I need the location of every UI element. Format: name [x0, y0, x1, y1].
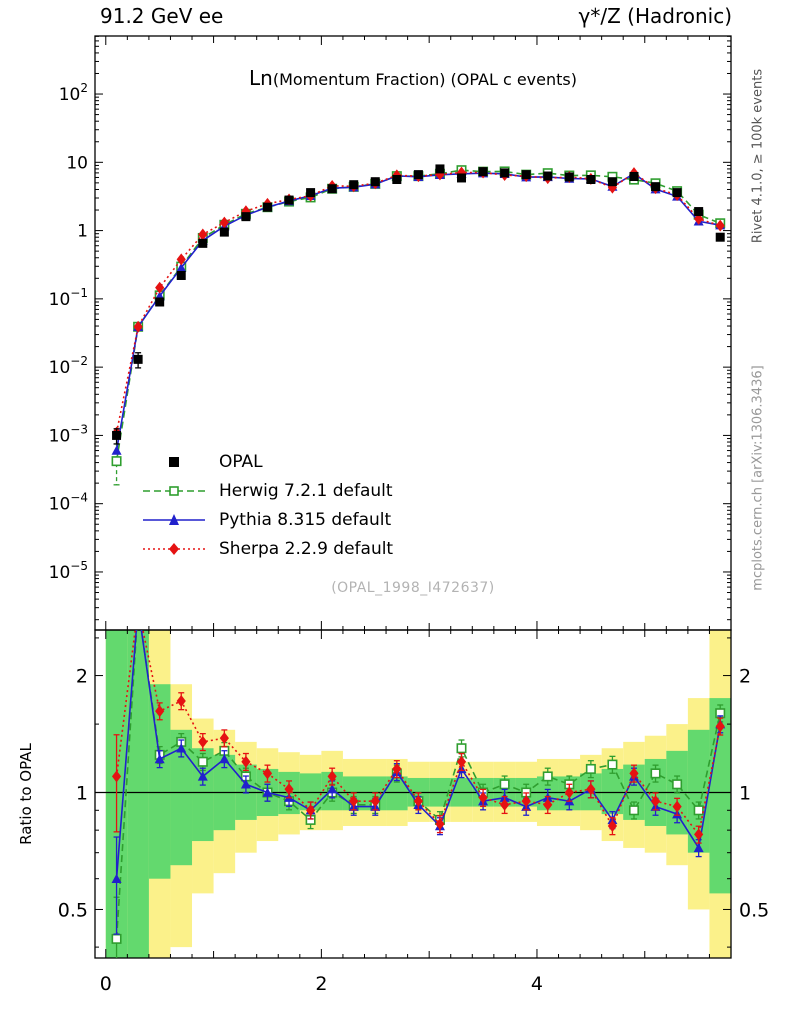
ratio-tick-label-left: 0.5 — [58, 899, 88, 921]
y-tick-label: 1 — [77, 222, 88, 242]
ratio-series — [111, 630, 726, 958]
y-tick-label: 10−5 — [49, 559, 88, 583]
ratio-tick-label-left: 2 — [76, 666, 88, 688]
legend: OPAL Herwig 7.2.1 default Pythia 8.315 def… — [141, 447, 393, 563]
y-tick-label: 10 — [66, 153, 88, 173]
x-tick-label: 0 — [100, 973, 112, 995]
legend-item: Sherpa 2.2.9 default — [141, 534, 393, 563]
ratio-axis-label: Ratio to OPAL — [17, 743, 35, 845]
analysis-watermark: (OPAL_1998_I472637) — [331, 580, 495, 596]
legend-item: Herwig 7.2.1 default — [141, 476, 393, 505]
plot-title-rest: (Momentum Fraction) (OPAL c events) — [272, 70, 577, 89]
x-tick-label: 4 — [531, 973, 543, 995]
rivet-version-label: Rivet 4.1.0, ≥ 100k events — [750, 68, 766, 244]
process-label: γ*/Z (Hadronic) — [578, 4, 732, 28]
legend-label: Sherpa 2.2.9 default — [219, 538, 394, 559]
y-tick-label: 10−3 — [49, 422, 88, 446]
main-series — [111, 164, 726, 486]
mcplots-credit-label: mcplots.cern.ch [arXiv:1306.3436] — [750, 365, 766, 591]
ratio-tick-label-left: 1 — [76, 783, 88, 805]
legend-label: OPAL — [219, 451, 263, 472]
ratio-tick-label-right: 1 — [739, 783, 751, 805]
legend-item: OPAL — [141, 447, 393, 476]
plot-title: Ln(Momentum Fraction) (OPAL c events) — [95, 66, 731, 90]
legend-label: Pythia 8.315 default — [219, 509, 392, 530]
opal-marker-icon — [169, 456, 179, 467]
ratio-tick-label-right: 2 — [739, 666, 751, 688]
x-tick-label: 2 — [315, 973, 327, 995]
legend-label: Herwig 7.2.1 default — [219, 480, 393, 501]
herwig-marker-icon — [143, 485, 205, 496]
ratio-tick-label-right: 0.5 — [739, 899, 769, 921]
y-tick-label: 10−1 — [49, 286, 88, 310]
plot-title-prefix: Ln — [249, 66, 273, 90]
pythia-marker-icon — [143, 513, 205, 525]
y-tick-label: 102 — [59, 81, 88, 105]
y-tick-label: 10−4 — [49, 491, 88, 515]
sherpa-marker-icon — [143, 542, 205, 555]
y-tick-label: 10−2 — [49, 354, 88, 378]
beam-energy-label: 91.2 GeV ee — [100, 4, 224, 28]
ratio-panel-frame — [94, 629, 732, 959]
uncertainty-bands — [105, 630, 731, 958]
legend-item: Pythia 8.315 default — [141, 505, 393, 534]
